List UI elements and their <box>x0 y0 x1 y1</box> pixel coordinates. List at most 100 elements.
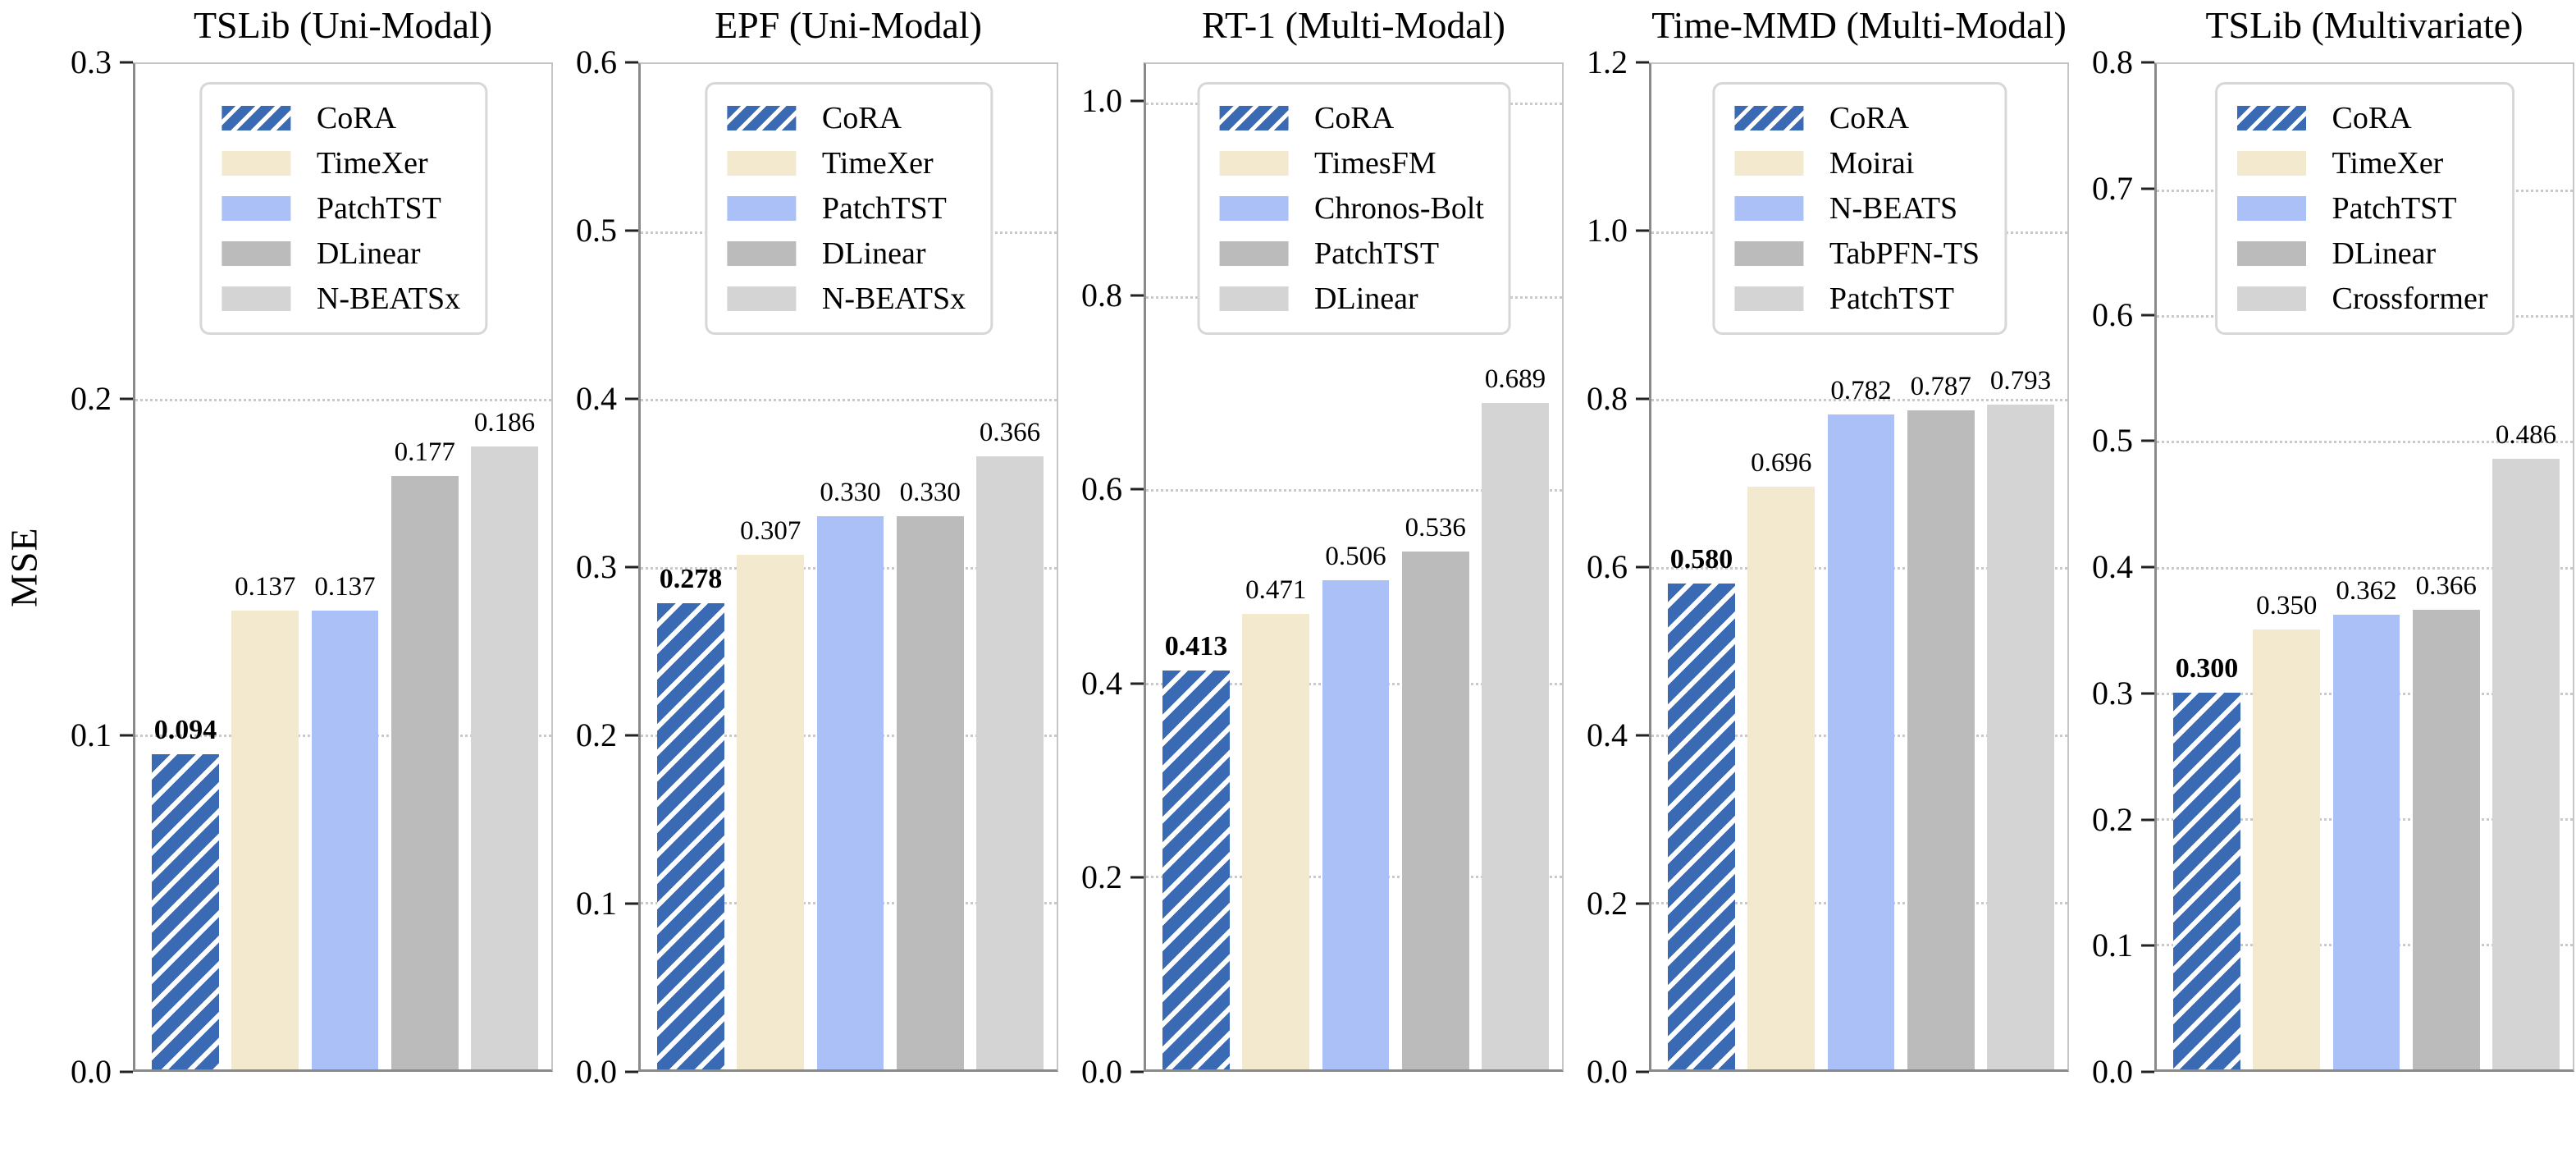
y-tick-mark <box>625 61 638 64</box>
bar-patchtst <box>816 516 884 1069</box>
y-tick-mark <box>1636 229 1649 232</box>
legend-item-cora: CoRA <box>1733 99 1980 137</box>
y-tick-mark <box>2141 818 2154 821</box>
legend-label: N-BEATSx <box>821 282 966 316</box>
legend-label: CoRA <box>821 101 902 135</box>
legend-item-dlinear: DLinear <box>726 235 966 272</box>
y-tick-mark <box>1636 1070 1649 1073</box>
legend-swatch-timexer <box>221 151 290 176</box>
y-tick-label: 0.8 <box>1081 276 1122 314</box>
bar-cora <box>657 603 724 1069</box>
legend-swatch-patchtst <box>1219 241 1289 266</box>
legend-label: TabPFN-TS <box>1829 236 1980 271</box>
y-tick-mark <box>625 397 638 401</box>
legend-swatch-chronos-bolt <box>1219 196 1289 221</box>
y-tick-label: 0.6 <box>1587 548 1628 585</box>
chart-title: TSLib (Multivariate) <box>2205 4 2523 46</box>
legend-label: Chronos-Bolt <box>1314 191 1484 226</box>
legend-label: Moirai <box>1829 146 1915 181</box>
bar-timesfm <box>1242 614 1310 1069</box>
legend-item-dlinear: DLinear <box>1219 280 1484 318</box>
gridline <box>1146 489 1562 492</box>
legend-item-cora: CoRA <box>726 99 966 137</box>
bar-cora <box>1162 670 1230 1069</box>
bar-value-label: 0.689 <box>1484 364 1546 395</box>
bar-slot-dlinear: 0.689 <box>1482 64 1549 1069</box>
bar-slot-patchtst: 0.362 <box>2332 64 2400 1069</box>
y-tick-mark <box>1130 99 1144 103</box>
bar-value-label: 0.330 <box>899 478 961 508</box>
legend-label: PatchTST <box>2332 191 2457 226</box>
legend-item-crossformer: Crossformer <box>2236 280 2488 318</box>
bar-value-label: 0.506 <box>1325 542 1386 571</box>
legend-item-timesfm: TimesFM <box>1219 144 1484 182</box>
plot-area: 0.413 0.471 0.506 0.536 0.689 CoRA TimesFM Chro… <box>1144 62 1564 1072</box>
y-tick-mark <box>2141 565 2154 569</box>
y-tick-label: 0.6 <box>2092 295 2133 333</box>
y-tick-label: 0.8 <box>2092 43 2133 80</box>
bar-value-label: 0.486 <box>2495 419 2557 450</box>
bar-patchtst <box>1401 551 1469 1069</box>
gridline <box>135 399 551 402</box>
legend-item-timexer: TimeXer <box>221 144 460 182</box>
bar-timexer <box>2253 629 2321 1069</box>
y-tick-label: 0.2 <box>1587 885 1628 922</box>
legend-label: N-BEATSx <box>316 282 461 316</box>
legend-swatch-dlinear <box>726 241 796 266</box>
legend-item-timexer: TimeXer <box>2236 144 2488 182</box>
bar-dlinear <box>391 476 459 1069</box>
gridline <box>2157 441 2573 444</box>
bar-n-beatsx <box>471 446 538 1069</box>
y-tick-label: 0.4 <box>1587 716 1628 753</box>
legend-swatch-timesfm <box>1219 151 1289 176</box>
bar-timexer <box>231 610 299 1069</box>
legend-label: TimeXer <box>316 146 428 181</box>
y-tick-mark <box>1636 734 1649 737</box>
legend-swatch-n-beats <box>1733 196 1803 221</box>
bar-value-label: 0.307 <box>740 516 802 547</box>
bar-slot-moirai: 0.696 <box>1747 64 1816 1069</box>
bars-group: 0.278 0.307 0.330 0.330 0.366 <box>657 64 1044 1069</box>
y-tick-mark <box>1636 565 1649 569</box>
bar-slot-chronos-bolt: 0.506 <box>1322 64 1390 1069</box>
bar-slot-dlinear: 0.366 <box>2412 64 2480 1069</box>
y-tick-mark <box>1130 682 1144 685</box>
bar-timexer <box>737 555 805 1069</box>
bar-value-label: 0.580 <box>1669 543 1733 574</box>
gridline <box>2157 566 2573 570</box>
bar-slot-tabpfn-ts: 0.787 <box>1907 64 1975 1069</box>
legend-swatch-cora <box>1219 106 1289 130</box>
bar-slot-patchtst: 0.793 <box>1987 64 2054 1069</box>
y-tick-label: 0.7 <box>2092 169 2133 207</box>
chart-panel-5: TSLib (Multivariate) 0.300 0.350 0.362 0.366… <box>2069 0 2574 1149</box>
legend-swatch-dlinear <box>2236 241 2306 266</box>
bar-cora <box>152 754 219 1069</box>
legend-item-n-beatsx: N-BEATSx <box>726 280 966 318</box>
y-tick-label: 0.1 <box>576 885 617 922</box>
y-tick-mark <box>625 734 638 737</box>
legend-item-chronos-bolt: Chronos-Bolt <box>1219 190 1484 227</box>
y-tick-mark <box>2141 439 2154 442</box>
legend-label: Crossformer <box>2332 282 2488 316</box>
y-tick-label: 0.6 <box>576 43 617 80</box>
y-tick-mark <box>1130 294 1144 297</box>
y-tick-label: 0.5 <box>2092 422 2133 460</box>
bar-tabpfn-ts <box>1907 410 1975 1069</box>
legend-label: PatchTST <box>1829 282 1954 316</box>
gridline <box>1651 399 2067 402</box>
chart-panel-1: TSLib (Uni-Modal) 0.094 0.137 0.137 0.177 0.1… <box>48 0 553 1149</box>
bar-slot-cora: 0.278 <box>657 64 724 1069</box>
bar-value-label: 0.300 <box>2175 652 2239 684</box>
bar-value-label: 0.137 <box>235 571 296 602</box>
y-tick-label: 0.1 <box>2092 927 2133 964</box>
y-tick-label: 0.2 <box>1081 858 1122 896</box>
y-tick-label: 0.0 <box>2092 1053 2133 1090</box>
legend-label: TimeXer <box>821 146 934 181</box>
chart-panel-4: Time-MMD (Multi-Modal) 0.580 0.696 0.782 0.7… <box>1564 0 2069 1149</box>
y-tick-mark <box>120 1070 133 1073</box>
bar-slot-dlinear: 0.330 <box>896 64 964 1069</box>
bar-slot-cora: 0.580 <box>1668 64 1735 1069</box>
legend-swatch-patchtst <box>2236 196 2306 221</box>
bar-patchtst <box>311 610 379 1069</box>
y-tick-label: 0.2 <box>71 380 112 417</box>
